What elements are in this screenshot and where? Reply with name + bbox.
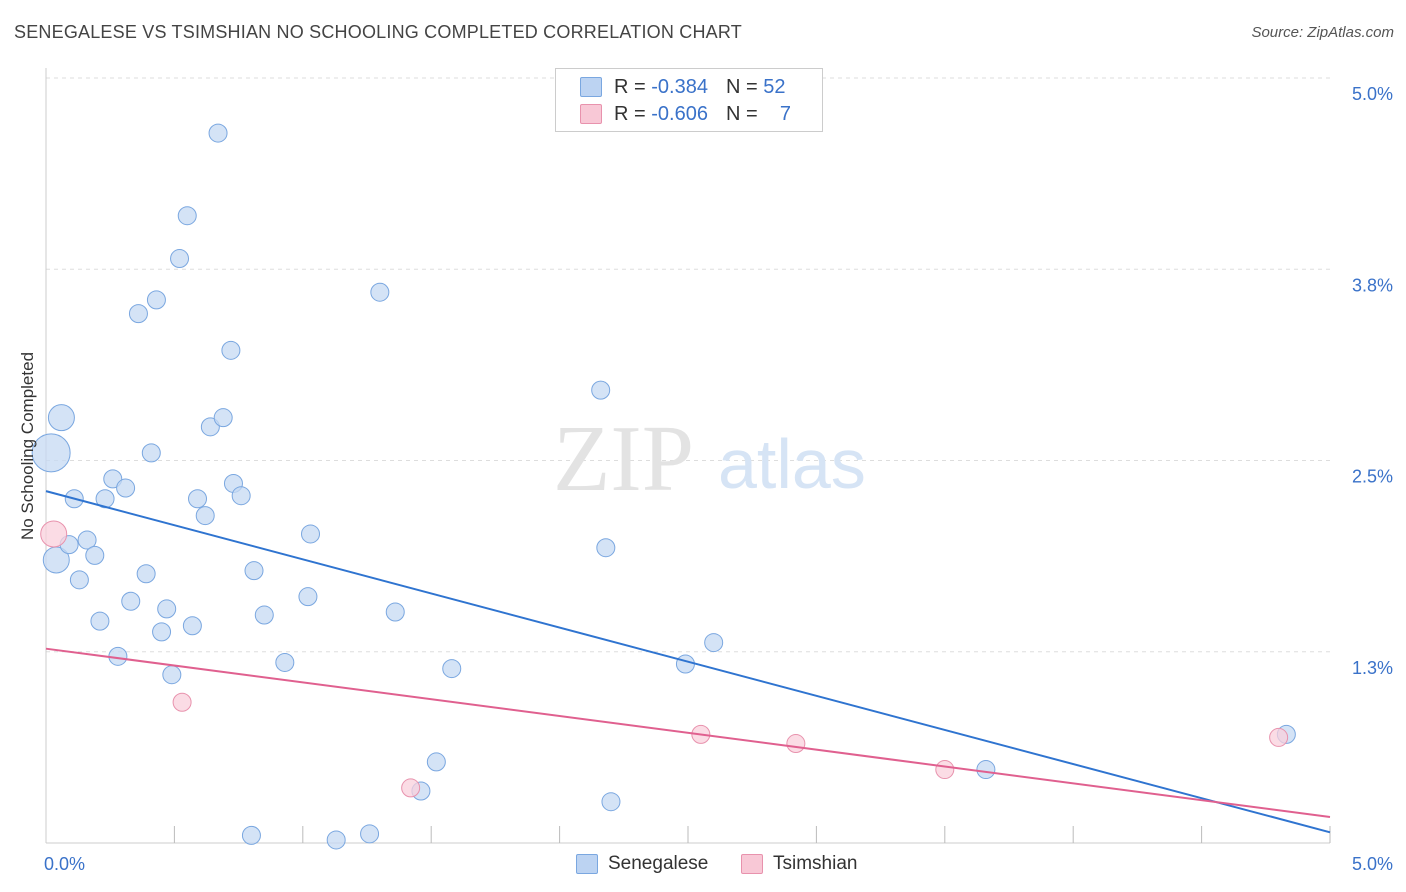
senegalese-point <box>360 824 380 844</box>
grid-lines <box>46 77 1330 653</box>
trend-lines <box>45 490 1331 834</box>
senegalese-point <box>141 443 161 463</box>
senegalese-point <box>591 380 611 400</box>
senegalese-point <box>152 622 172 642</box>
senegalese-point <box>675 654 695 674</box>
senegalese-point <box>221 340 241 360</box>
senegalese-point <box>231 486 251 506</box>
senegalese-point <box>103 469 123 489</box>
legend-label-senegalese: Senegalese <box>608 853 709 874</box>
r-value: -0.384 <box>651 75 708 98</box>
r-value: -0.606 <box>651 102 708 125</box>
x-tick-label: 5.0% <box>1352 854 1393 874</box>
senegalese-point <box>601 792 621 812</box>
senegalese-point <box>385 602 405 622</box>
stats-row-tsimshian: R = -0.606 N = 7 <box>580 102 791 126</box>
tsimshian-point <box>786 734 806 754</box>
senegalese-swatch <box>580 77 602 97</box>
senegalese-point <box>77 530 97 550</box>
senegalese-point <box>188 489 208 509</box>
n-value: 7 <box>779 102 792 125</box>
senegalese-point <box>244 561 264 581</box>
senegalese-point <box>426 752 446 772</box>
senegalese-trend-line <box>45 490 1331 834</box>
stats-box: R = -0.384 N = 52 R = -0.606 N = 7 <box>555 68 823 132</box>
senegalese-point <box>69 570 89 590</box>
senegalese-point <box>85 545 105 565</box>
data-points <box>31 123 1296 850</box>
senegalese-point <box>704 633 724 653</box>
tsimshian-swatch <box>580 104 602 124</box>
senegalese-point <box>177 206 197 226</box>
senegalese-point <box>182 616 202 636</box>
y-axis-label: No Schooling Completed <box>18 351 37 541</box>
senegalese-point <box>213 408 233 428</box>
senegalese-point <box>116 478 136 498</box>
senegalese-point <box>195 506 215 526</box>
senegalese-point <box>146 290 166 310</box>
senegalese-point <box>275 652 295 672</box>
senegalese-point <box>47 404 75 432</box>
senegalese-point <box>370 282 390 302</box>
tsimshian-trend-line <box>45 647 1331 818</box>
y-tick-label: 3.8% <box>1352 275 1393 295</box>
r-label: R = <box>614 102 646 125</box>
senegalese-point <box>241 825 261 845</box>
n-value: 52 <box>763 75 786 98</box>
senegalese-point <box>170 249 190 269</box>
watermark: ZIP atlas <box>553 407 866 511</box>
tsimshian-point <box>172 692 192 712</box>
senegalese-point <box>157 599 177 619</box>
senegalese-point <box>298 587 318 607</box>
senegalese-point <box>136 564 156 584</box>
senegalese-point <box>254 605 274 625</box>
senegalese-point <box>326 830 346 850</box>
tsimshian-point <box>1269 727 1289 747</box>
stats-row-senegalese: R = -0.384 N = 52 <box>580 75 785 99</box>
tick-labels: 1.3% 2.5% 3.8% 5.0% 0.0% 5.0% <box>44 84 1393 874</box>
senegalese-point <box>162 665 182 685</box>
senegalese-point <box>442 659 462 679</box>
y-tick-label: 5.0% <box>1352 84 1393 104</box>
source-label: Source: ZipAtlas.com <box>1251 24 1394 41</box>
watermark-zip: ZIP <box>553 407 694 511</box>
chart-title: SENEGALESE VS TSIMSHIAN NO SCHOOLING COM… <box>14 22 742 42</box>
tsimshian-point <box>935 760 955 780</box>
senegalese-point <box>200 417 220 437</box>
senegalese-point <box>31 433 71 473</box>
legend-item-senegalese[interactable]: Senegalese <box>576 852 708 876</box>
y-tick-label: 1.3% <box>1352 658 1393 678</box>
senegalese-point <box>976 760 996 780</box>
senegalese-point <box>208 123 228 143</box>
senegalese-point <box>301 524 321 544</box>
legend-item-tsimshian[interactable]: Tsimshian <box>741 852 857 876</box>
n-label: N = <box>725 102 758 125</box>
n-label: N = <box>725 75 758 98</box>
y-tick-label: 2.5% <box>1352 467 1393 487</box>
senegalese-point <box>90 611 110 631</box>
senegalese-point <box>128 304 148 324</box>
watermark-atlas: atlas <box>718 425 866 503</box>
tsimshian-point <box>401 778 421 798</box>
senegalese-point <box>121 591 141 611</box>
legend-label-tsimshian: Tsimshian <box>773 853 858 874</box>
tsimshian-point <box>40 520 68 548</box>
r-label: R = <box>614 75 646 98</box>
legend-swatch-senegalese <box>576 854 598 874</box>
senegalese-point <box>596 538 616 558</box>
x-tick-label: 0.0% <box>44 854 85 874</box>
legend-swatch-tsimshian <box>741 854 763 874</box>
